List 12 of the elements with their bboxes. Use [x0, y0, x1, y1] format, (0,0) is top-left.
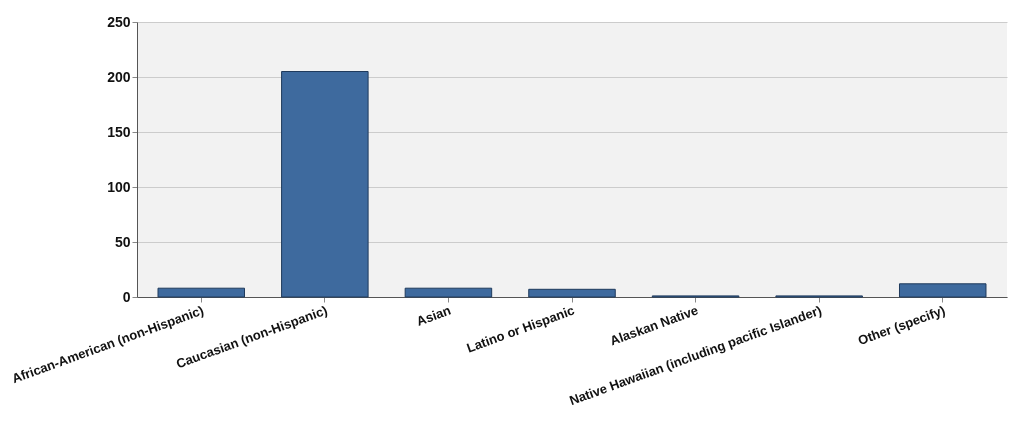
y-tick-label: 250 [107, 13, 131, 30]
bar [281, 71, 369, 298]
bar [157, 287, 246, 298]
bar [404, 287, 493, 298]
bar [898, 283, 987, 298]
y-tick-label: 0 [122, 288, 131, 305]
bar [528, 288, 616, 298]
y-tick-label: 50 [114, 233, 131, 250]
y-tick-label: 100 [107, 178, 131, 195]
x-tick-label: Asian [414, 302, 453, 329]
y-tick-label: 150 [107, 123, 131, 140]
y-tick-label: 200 [107, 68, 131, 85]
